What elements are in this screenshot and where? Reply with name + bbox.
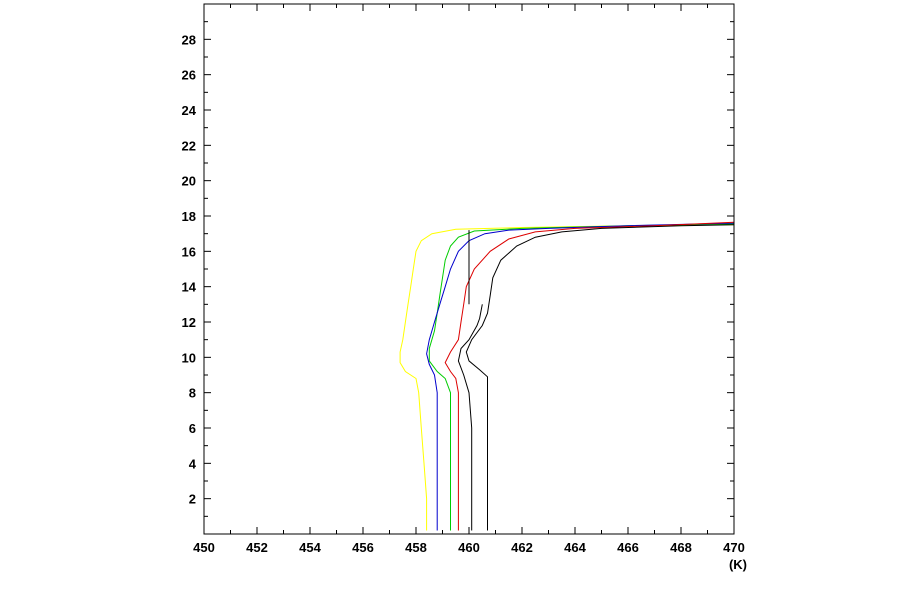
x-tick-label: 468: [670, 540, 692, 555]
y-tick-label: 8: [189, 386, 196, 401]
y-tick-label: 28: [182, 32, 196, 47]
labels-layer: 450 452 454 456 458 460 462 464 466 468 4702468101…: [182, 32, 745, 555]
x-tick-label: 458: [405, 540, 427, 555]
series-line-2: [428, 223, 735, 531]
x-tick-label: 460: [458, 540, 480, 555]
y-tick-label: 22: [182, 138, 196, 153]
series-line-4: [444, 221, 735, 531]
y-tick-label: 20: [182, 174, 196, 189]
x-tick-label: 456: [352, 540, 374, 555]
y-tick-label: 12: [182, 315, 196, 330]
series-line-5: [457, 304, 483, 531]
y-tick-label: 2: [189, 492, 196, 507]
y-tick-label: 16: [182, 244, 196, 259]
series-line-1: [399, 224, 735, 531]
x-tick-label: 450: [193, 540, 215, 555]
x-tick-label: 464: [564, 540, 586, 555]
x-tick-label: 452: [246, 540, 268, 555]
x-axis-unit-label: (K): [729, 557, 747, 572]
series-line-7: [465, 224, 735, 531]
y-tick-label: 26: [182, 68, 196, 83]
y-tick-label: 14: [182, 280, 197, 295]
x-tick-label: 462: [511, 540, 533, 555]
x-tick-label: 454: [299, 540, 321, 555]
x-tick-label: 470: [723, 540, 745, 555]
y-tick-label: 18: [182, 209, 196, 224]
series-layer: [399, 221, 735, 531]
x-tick-label: 466: [617, 540, 639, 555]
y-tick-label: 6: [189, 421, 196, 436]
y-tick-label: 4: [189, 456, 197, 471]
y-tick-label: 24: [182, 103, 197, 118]
series-line-3: [426, 222, 735, 531]
plot-frame: [203, 3, 735, 535]
y-tick-label: 10: [182, 350, 196, 365]
